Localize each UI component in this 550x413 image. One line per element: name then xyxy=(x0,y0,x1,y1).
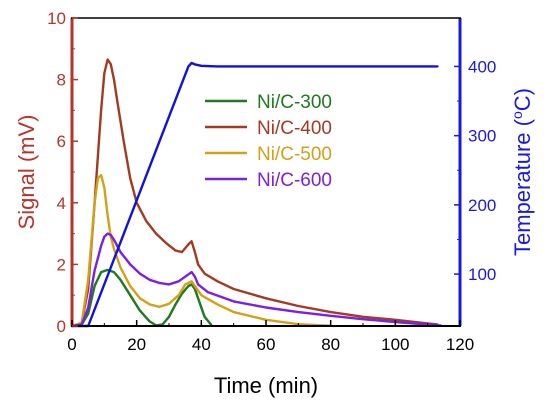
y-left-tick-label: 10 xyxy=(47,9,66,28)
x-tick-label: 0 xyxy=(67,335,76,354)
y-axis-right-title-suffix: C) xyxy=(510,88,535,111)
y-axis-right-title: Temperature (oC) xyxy=(509,88,535,256)
y-left-tick-label: 2 xyxy=(57,255,66,274)
y-left-tick-label: 8 xyxy=(57,71,66,90)
data-lines xyxy=(70,58,442,328)
y-right-tick-label: 300 xyxy=(468,127,496,146)
y-left-tick-label: 6 xyxy=(57,132,66,151)
y-right-tick-label: 100 xyxy=(468,265,496,284)
x-tick-label: 60 xyxy=(257,335,276,354)
legend-label: Ni/C-400 xyxy=(257,118,332,139)
series-line-4 xyxy=(70,61,439,328)
legend-label: Ni/C-600 xyxy=(257,170,332,191)
y-left-tick-label: 4 xyxy=(57,194,66,213)
x-tick-label: 80 xyxy=(321,335,340,354)
y-right-tick-label: 400 xyxy=(468,57,496,76)
x-tick-label: 100 xyxy=(381,335,409,354)
series-line-0 xyxy=(70,268,213,328)
legend: Ni/C-300 Ni/C-400 Ni/C-500 Ni/C-600 xyxy=(205,92,332,191)
y-axis-right-title-degree: o xyxy=(509,111,525,119)
series-line-3 xyxy=(70,232,442,328)
x-axis-title: Time (min) xyxy=(214,373,318,398)
tick-labels: 0 20 40 60 80 100 120 0 2 4 6 8 10 100 200 300 400 xyxy=(47,9,496,354)
y-left-tick-label: 0 xyxy=(57,317,66,336)
y-axis-right-title-prefix: Temperature ( xyxy=(510,118,535,256)
x-tick-label: 120 xyxy=(446,335,474,354)
legend-label: Ni/C-300 xyxy=(257,92,332,113)
y-axis-left-title: Signal (mV) xyxy=(14,115,39,230)
series-line-1 xyxy=(70,58,439,328)
legend-label: Ni/C-500 xyxy=(257,144,332,165)
series-line-2 xyxy=(70,173,332,328)
y-right-tick-label: 200 xyxy=(468,196,496,215)
x-tick-label: 40 xyxy=(192,335,211,354)
x-tick-label: 20 xyxy=(127,335,146,354)
tick-marks xyxy=(71,17,461,327)
